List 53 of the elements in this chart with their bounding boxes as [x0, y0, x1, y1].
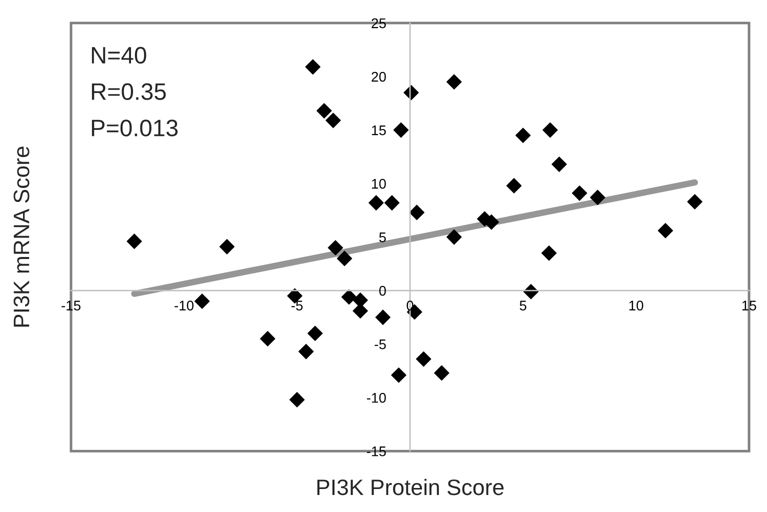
point — [194, 294, 210, 309]
point — [328, 240, 344, 256]
point — [341, 289, 357, 305]
point — [368, 195, 384, 210]
annotation: N=40 — [92, 46, 146, 64]
point — [126, 234, 142, 249]
point — [316, 103, 332, 118]
y-tick-label: 0 — [379, 286, 386, 296]
y-tick-label: -5 — [374, 340, 386, 350]
point — [307, 326, 323, 341]
x-tick-label: 5 — [520, 300, 526, 310]
point — [391, 367, 406, 383]
y-tick-label: 15 — [372, 126, 386, 136]
point — [375, 310, 391, 325]
point — [446, 74, 462, 90]
point — [409, 204, 424, 220]
point — [289, 392, 305, 408]
point — [393, 122, 409, 138]
point — [446, 229, 462, 245]
point — [416, 351, 432, 367]
point — [336, 250, 352, 266]
x-tick-label: -5 — [291, 300, 303, 310]
annotation: R=0.35 — [92, 83, 166, 100]
point — [506, 178, 522, 194]
point — [434, 365, 450, 381]
y-tick-label: 10 — [372, 178, 386, 189]
y-axis-title: PI3K mRNA Score — [14, 146, 30, 327]
point — [326, 112, 341, 128]
x-tick-label: 15 — [742, 300, 756, 310]
point — [260, 331, 276, 346]
point — [658, 223, 674, 238]
point — [572, 186, 588, 201]
annotation: P=0.013 — [92, 120, 178, 136]
point — [305, 59, 320, 75]
point — [590, 190, 606, 206]
y-tick-label: -15 — [366, 446, 386, 456]
x-tick-label: 10 — [629, 300, 644, 310]
point — [384, 195, 400, 210]
x-tick-label: -10 — [174, 300, 194, 310]
point — [541, 245, 557, 261]
y-tick-label: 25 — [372, 18, 386, 28]
y-tick-label: 5 — [379, 232, 386, 242]
y-tick-label: -10 — [366, 392, 386, 403]
point — [542, 122, 558, 138]
y-tick-label: 20 — [372, 72, 386, 82]
point — [515, 128, 531, 144]
x-axis-title: PI3K Protein Score — [317, 478, 504, 496]
x-tick-label: -15 — [62, 300, 80, 310]
point — [404, 84, 419, 100]
point — [219, 239, 235, 254]
point — [298, 344, 314, 360]
point — [552, 156, 567, 172]
point — [687, 194, 702, 210]
